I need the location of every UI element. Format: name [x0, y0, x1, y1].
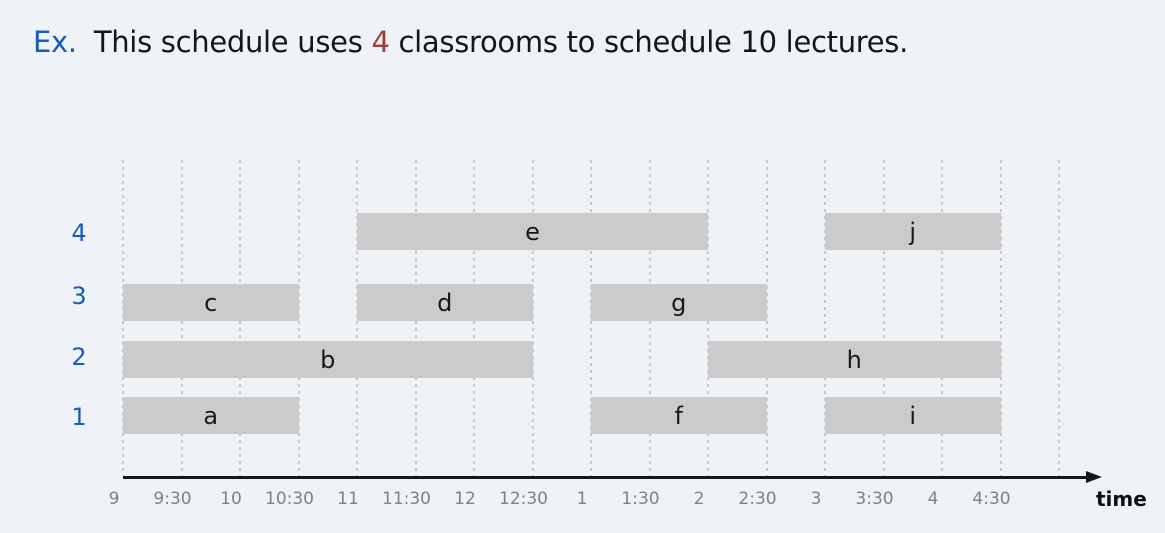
lecture-bar-label: j: [909, 217, 917, 246]
lecture-bar-label: b: [320, 345, 336, 374]
gridline: [882, 160, 885, 476]
classroom-label-3: 3: [71, 282, 87, 310]
lecture-bar-label: d: [437, 288, 453, 317]
lecture-bar-label: h: [846, 345, 862, 374]
x-axis-arrow-icon: [1086, 471, 1102, 483]
lecture-bar-label: e: [525, 217, 540, 246]
x-tick-label-4: 4: [927, 489, 939, 509]
gridline: [765, 160, 768, 476]
x-tick-label-3:30: 3:30: [855, 489, 894, 509]
x-tick-label-4:30: 4:30: [972, 489, 1011, 509]
classroom-label-2: 2: [71, 343, 87, 371]
x-tick-label-12: 12: [454, 489, 476, 509]
gridline: [1058, 160, 1060, 476]
x-tick-label-11: 11: [337, 489, 359, 509]
gridline: [297, 160, 300, 476]
lecture-bar-label: c: [204, 288, 218, 317]
x-tick-label-9:30: 9:30: [153, 489, 192, 509]
classroom-label-4: 4: [71, 219, 87, 247]
lecture-bar-label: g: [671, 288, 687, 317]
lecture-bar-b: b: [123, 341, 533, 378]
slide-title: Ex. This schedule uses 4 classrooms to sc…: [33, 25, 908, 59]
lecture-bar-c: c: [123, 284, 299, 321]
x-tick-label-1: 1: [576, 489, 588, 509]
x-axis-title: time: [1096, 487, 1147, 511]
lecture-bar-label: i: [909, 401, 917, 430]
x-tick-label-10: 10: [220, 489, 242, 509]
title-highlight-count: 4: [371, 25, 390, 59]
gridline: [941, 160, 943, 476]
x-tick-label-9: 9: [108, 489, 120, 509]
lecture-bar-label: f: [674, 401, 683, 430]
x-tick-label-10:30: 10:30: [265, 489, 314, 509]
x-tick-label-11:30: 11:30: [382, 489, 431, 509]
gridline: [531, 160, 534, 476]
title-text-after: classrooms to schedule 10 lectures.: [389, 25, 909, 59]
lecture-bar-j: j: [825, 213, 1001, 250]
lecture-bar-a: a: [123, 397, 299, 434]
gridline: [824, 160, 826, 476]
title-prefix: Ex.: [33, 25, 77, 59]
classroom-label-1: 1: [71, 403, 87, 431]
lecture-bar-label: a: [203, 401, 219, 430]
x-tick-label-12:30: 12:30: [499, 489, 548, 509]
lecture-bar-d: d: [357, 284, 533, 321]
lecture-bar-g: g: [591, 284, 767, 321]
x-tick-label-2: 2: [693, 489, 705, 509]
lecture-bar-e: e: [357, 213, 708, 250]
gridline: [999, 160, 1002, 476]
x-tick-label-1:30: 1:30: [621, 489, 660, 509]
x-tick-label-3: 3: [810, 489, 822, 509]
lecture-bar-i: i: [825, 397, 1001, 434]
title-text-before: This schedule uses: [93, 25, 372, 59]
lecture-bar-h: h: [708, 341, 1001, 378]
lecture-bar-f: f: [591, 397, 767, 434]
x-tick-label-2:30: 2:30: [738, 489, 777, 509]
x-axis-line: [123, 476, 1086, 479]
